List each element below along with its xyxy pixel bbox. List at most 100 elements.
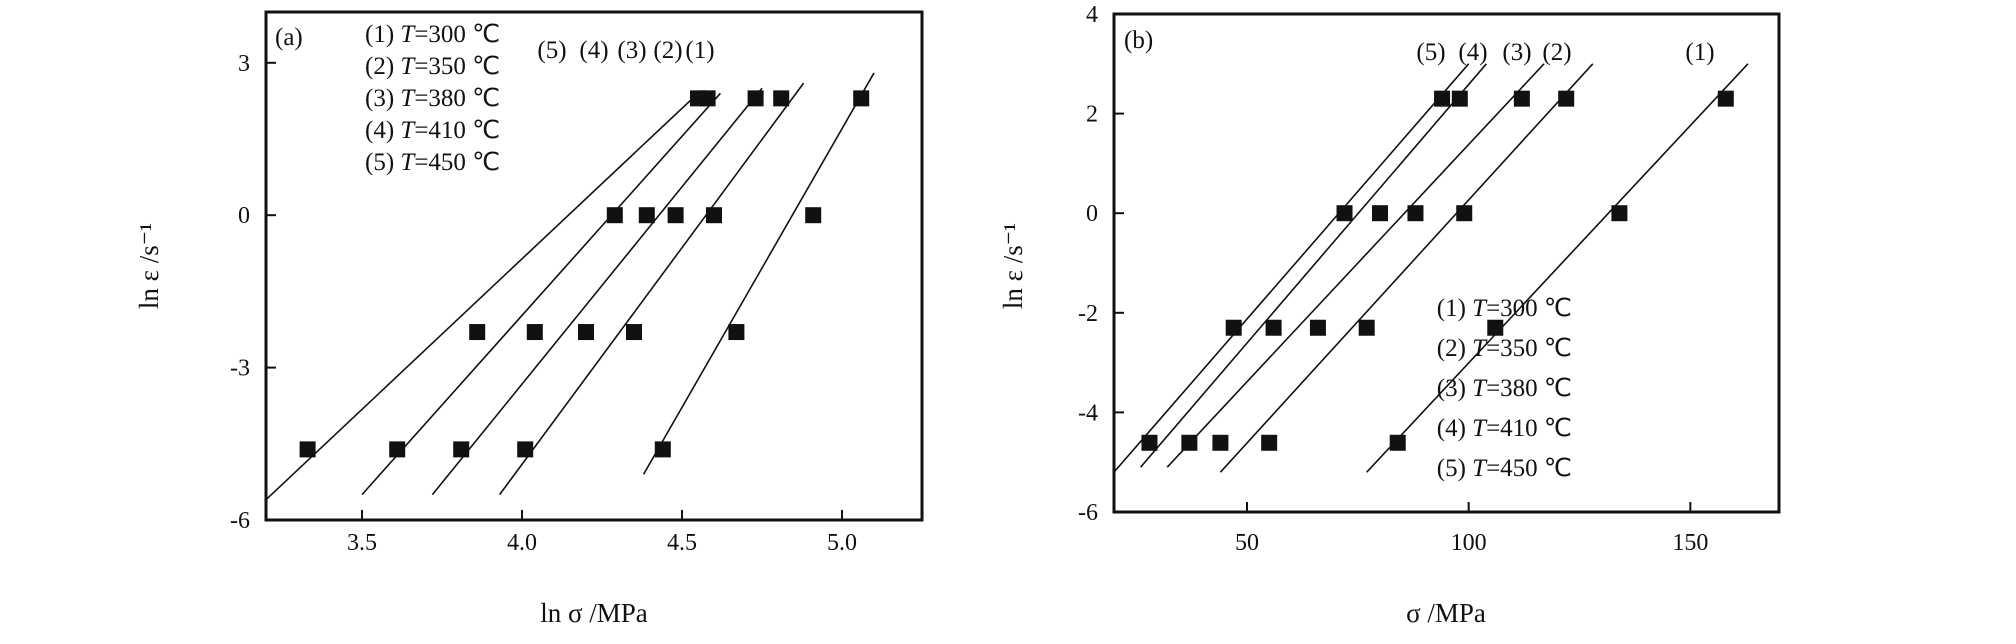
chart-b-x-axis-label: σ /MPa	[1406, 598, 1486, 628]
fit-line-1	[642, 72, 875, 475]
data-point-1	[805, 207, 822, 224]
data-point-1	[1611, 205, 1628, 222]
y-tick-label: 4	[1086, 2, 1098, 28]
curve-label: (1)	[1685, 39, 1714, 66]
y-tick-label: 3	[238, 51, 250, 77]
legend-entry: (5) T=450 ℃	[365, 149, 500, 176]
chart-a-ticks: 3.5 4.0 4.5 5.0 -6 -3 0 3	[230, 51, 857, 556]
data-point-5	[1336, 205, 1353, 222]
data-point-1	[1717, 90, 1734, 107]
data-point-3	[747, 90, 764, 107]
data-point-4	[1181, 434, 1198, 451]
data-point-5	[690, 90, 706, 107]
y-tick-label: -2	[1078, 301, 1098, 327]
legend-entry: (3) T=380 ℃	[365, 85, 500, 112]
data-point-2	[517, 441, 534, 458]
x-tick-label: 4.5	[667, 530, 697, 556]
y-tick-label: 0	[238, 203, 250, 229]
data-point-1	[1487, 319, 1504, 336]
data-point-2	[626, 324, 642, 341]
fit-line-3	[431, 87, 763, 496]
curve-label: (2)	[1542, 39, 1571, 66]
legend-entry: (1) T=300 ℃	[1437, 295, 1572, 322]
chart-b-markers	[1141, 90, 1734, 451]
curve-label: (3)	[617, 37, 646, 64]
chart-b-curve-labels: (5) (4) (3) (2) (1)	[1416, 39, 1714, 66]
data-point-4	[1451, 90, 1468, 107]
data-point-2	[1358, 319, 1375, 336]
y-tick-label: 2	[1086, 102, 1098, 128]
chart-a-markers	[299, 90, 870, 458]
data-point-2	[706, 207, 722, 224]
data-point-4	[1265, 319, 1282, 336]
chart-b-fit-lines	[1113, 63, 1749, 473]
chart-b: (b) 50 100 150 -6 -4 -2 0 2 4 (1) T=300 ℃ (2) T=3…	[998, 2, 1781, 628]
legend-entry: (4) T=410 ℃	[365, 117, 500, 144]
y-tick-label: 0	[1086, 201, 1098, 227]
curve-label: (5)	[537, 37, 566, 64]
chart-a-y-axis-label: ln ε /s⁻¹	[134, 223, 164, 309]
data-point-3	[453, 441, 470, 458]
chart-a-panel-label: (a)	[275, 24, 303, 51]
data-point-5	[1225, 319, 1242, 336]
legend-entry: (1) T=300 ℃	[365, 21, 500, 48]
data-point-5	[469, 324, 486, 341]
legend-entry: (4) T=410 ℃	[1437, 415, 1572, 442]
fit-line-3	[1166, 63, 1545, 468]
data-point-1	[654, 441, 671, 458]
fit-line-4	[1139, 63, 1488, 468]
data-point-4	[1372, 205, 1388, 222]
data-point-5	[299, 441, 316, 458]
chart-b-y-axis-label: ln ε /s⁻¹	[998, 223, 1028, 309]
x-tick-label: 150	[1672, 530, 1708, 556]
data-point-4	[526, 324, 543, 341]
data-point-5	[606, 207, 623, 224]
curve-label: (2)	[653, 37, 682, 64]
fit-line-1	[1366, 63, 1749, 473]
y-tick-label: -6	[1078, 500, 1098, 526]
data-point-1	[1389, 434, 1406, 451]
data-point-3	[1513, 90, 1530, 107]
x-tick-label: 4.0	[507, 530, 537, 556]
fit-line-2	[498, 82, 805, 496]
chart-a: (a) 3.5 4.0 4.5 5.0 -6 -3 0 3 (1) T=300 ℃ (2) T=…	[134, 10, 924, 628]
x-tick-label: 5.0	[827, 530, 857, 556]
data-point-1	[728, 324, 745, 341]
chart-a-legend: (1) T=300 ℃ (2) T=350 ℃ (3) T=380 ℃ (4) T=4…	[365, 21, 500, 176]
y-tick-label: -3	[230, 356, 250, 382]
chart-b-legend: (1) T=300 ℃ (2) T=350 ℃ (3) T=380 ℃ (4) T=4…	[1437, 295, 1572, 482]
curve-label: (4)	[1458, 39, 1487, 66]
data-point-5	[1434, 90, 1451, 107]
chart-b-ticks: 50 100 150 -6 -4 -2 0 2 4	[1078, 2, 1708, 556]
data-point-4	[389, 441, 406, 458]
curve-label: (4)	[579, 37, 608, 64]
legend-entry: (5) T=450 ℃	[1437, 455, 1572, 482]
chart-a-curve-labels: (5) (4) (3) (2) (1)	[537, 37, 714, 64]
chart-a-x-axis-label: ln σ /MPa	[540, 598, 648, 628]
chart-a-fit-lines	[265, 72, 875, 501]
data-point-3	[667, 207, 684, 224]
fit-line-2	[1219, 63, 1594, 473]
curve-label: (5)	[1416, 39, 1445, 66]
x-tick-label: 50	[1235, 530, 1259, 556]
data-point-4	[638, 207, 655, 224]
data-point-3	[578, 324, 594, 341]
data-point-2	[773, 90, 790, 107]
data-point-3	[1309, 319, 1326, 336]
fit-line-4	[361, 92, 721, 496]
y-tick-label: -6	[230, 508, 250, 534]
x-tick-label: 3.5	[347, 530, 377, 556]
data-point-3	[1407, 205, 1424, 222]
curve-label: (1)	[685, 37, 714, 64]
data-point-2	[1456, 205, 1473, 222]
fit-line-5	[265, 92, 699, 501]
legend-entry: (2) T=350 ℃	[1437, 335, 1572, 362]
chart-b-panel-label: (b)	[1124, 27, 1153, 54]
legend-entry: (2) T=350 ℃	[365, 53, 500, 80]
data-point-3	[1212, 434, 1229, 451]
data-point-2	[1261, 434, 1278, 451]
chart-b-frame	[1112, 12, 1781, 514]
curve-label: (3)	[1502, 39, 1531, 66]
data-point-5	[1141, 434, 1158, 451]
